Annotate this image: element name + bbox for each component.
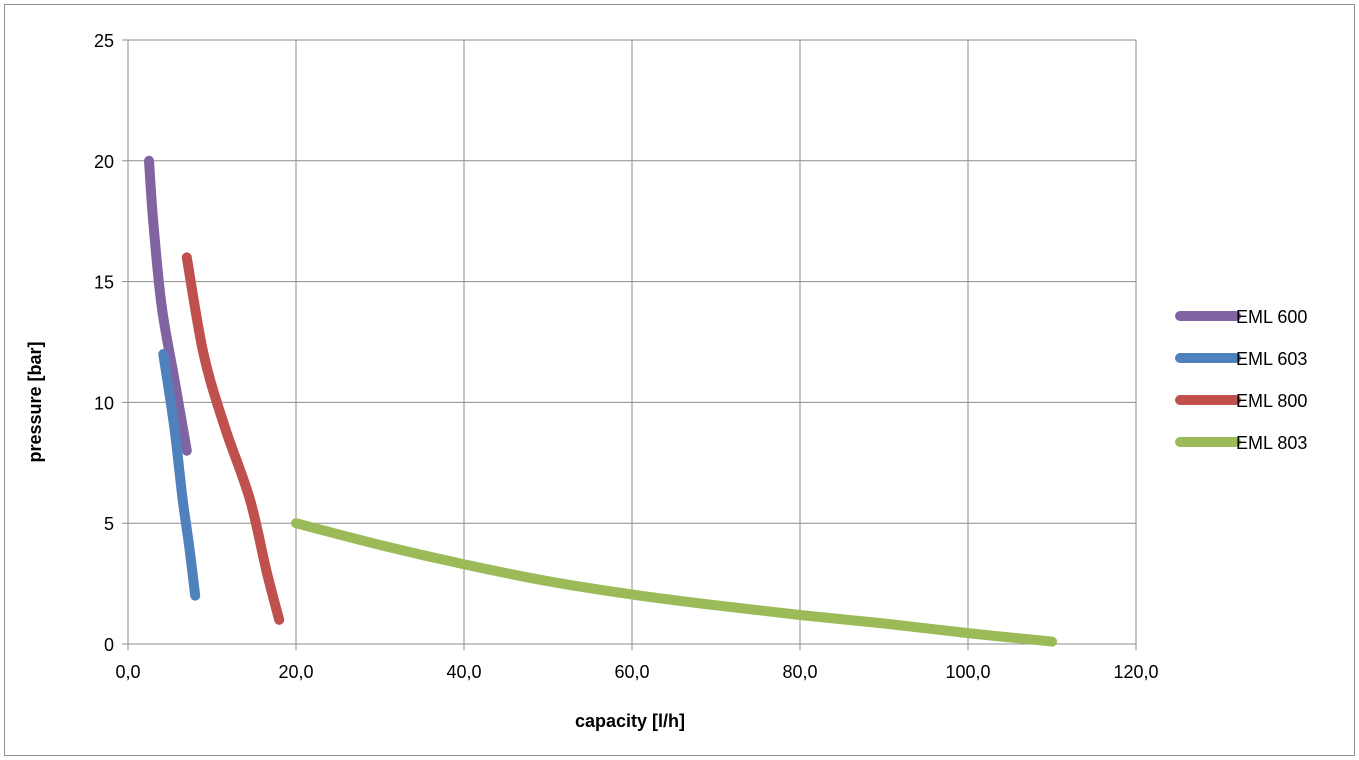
legend-label-eml-600: EML 600 <box>1236 307 1307 327</box>
y-tick-label: 25 <box>94 31 114 51</box>
y-tick-label: 5 <box>104 514 114 534</box>
x-tick-label: 20,0 <box>278 662 313 682</box>
x-tick-label: 40,0 <box>446 662 481 682</box>
legend: EML 600 EML 603 EML 800 EML 803 <box>1175 307 1307 453</box>
y-tick-label: 15 <box>94 273 114 293</box>
chart-frame <box>4 4 1355 756</box>
legend-label-eml-603: EML 603 <box>1236 349 1307 369</box>
y-tick-label: 0 <box>104 635 114 655</box>
series-line-eml-803 <box>291 518 1057 647</box>
series-line-eml-600 <box>144 155 192 456</box>
legend-label-eml-803: EML 803 <box>1236 433 1307 453</box>
series-line-eml-603 <box>158 349 201 601</box>
x-tick-label: 120,0 <box>1113 662 1158 682</box>
grid <box>122 39 1137 650</box>
legend-label-eml-800: EML 800 <box>1236 391 1307 411</box>
x-tick-label: 80,0 <box>782 662 817 682</box>
y-tick-label: 20 <box>94 152 114 172</box>
x-tick-label: 60,0 <box>614 662 649 682</box>
tick-labels: 0,0 20,0 40,0 60,0 80,0 100,0 120,0 0 5 10 15 20 25 <box>94 31 1159 682</box>
y-tick-label: 10 <box>94 393 114 413</box>
x-tick-label: 100,0 <box>945 662 990 682</box>
y-axis-label: pressure [bar] <box>25 341 45 462</box>
series-line-eml-800 <box>181 252 285 625</box>
x-tick-label: 0,0 <box>115 662 140 682</box>
x-axis-label: capacity [l/h] <box>575 711 685 731</box>
series-lines <box>144 155 1057 647</box>
